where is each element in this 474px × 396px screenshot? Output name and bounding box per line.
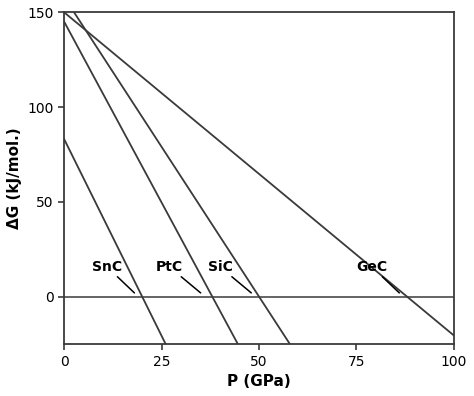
Y-axis label: ΔG (kJ/mol.): ΔG (kJ/mol.) <box>7 128 22 229</box>
Text: GeC: GeC <box>356 260 399 293</box>
Text: SnC: SnC <box>92 260 135 293</box>
X-axis label: P (GPa): P (GPa) <box>227 374 291 389</box>
Text: PtC: PtC <box>156 260 201 293</box>
Text: SiC: SiC <box>208 260 251 293</box>
